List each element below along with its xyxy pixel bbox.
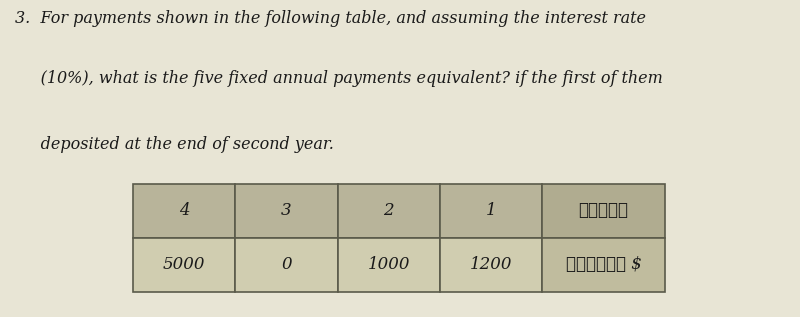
Text: 0: 0	[281, 256, 292, 273]
Text: 1: 1	[486, 202, 496, 219]
Text: 3.  For payments shown in the following table, and assuming the interest rate: 3. For payments shown in the following t…	[15, 10, 646, 27]
FancyBboxPatch shape	[338, 184, 440, 238]
Text: deposited at the end of second year.: deposited at the end of second year.	[15, 136, 334, 153]
FancyBboxPatch shape	[542, 184, 665, 238]
FancyBboxPatch shape	[133, 238, 235, 292]
Text: الدفعة $: الدفعة $	[566, 256, 642, 273]
Text: 4: 4	[179, 202, 190, 219]
Text: 1200: 1200	[470, 256, 512, 273]
FancyBboxPatch shape	[133, 184, 235, 238]
Text: (10%), what is the five fixed annual payments equivalent? if the first of them: (10%), what is the five fixed annual pay…	[15, 70, 663, 87]
FancyBboxPatch shape	[235, 238, 338, 292]
Text: 2: 2	[383, 202, 394, 219]
FancyBboxPatch shape	[440, 184, 542, 238]
Text: السنة: السنة	[578, 202, 629, 219]
Text: 3: 3	[281, 202, 292, 219]
FancyBboxPatch shape	[542, 238, 665, 292]
Text: 5000: 5000	[163, 256, 206, 273]
FancyBboxPatch shape	[338, 238, 440, 292]
Text: 1000: 1000	[367, 256, 410, 273]
FancyBboxPatch shape	[235, 184, 338, 238]
FancyBboxPatch shape	[440, 238, 542, 292]
